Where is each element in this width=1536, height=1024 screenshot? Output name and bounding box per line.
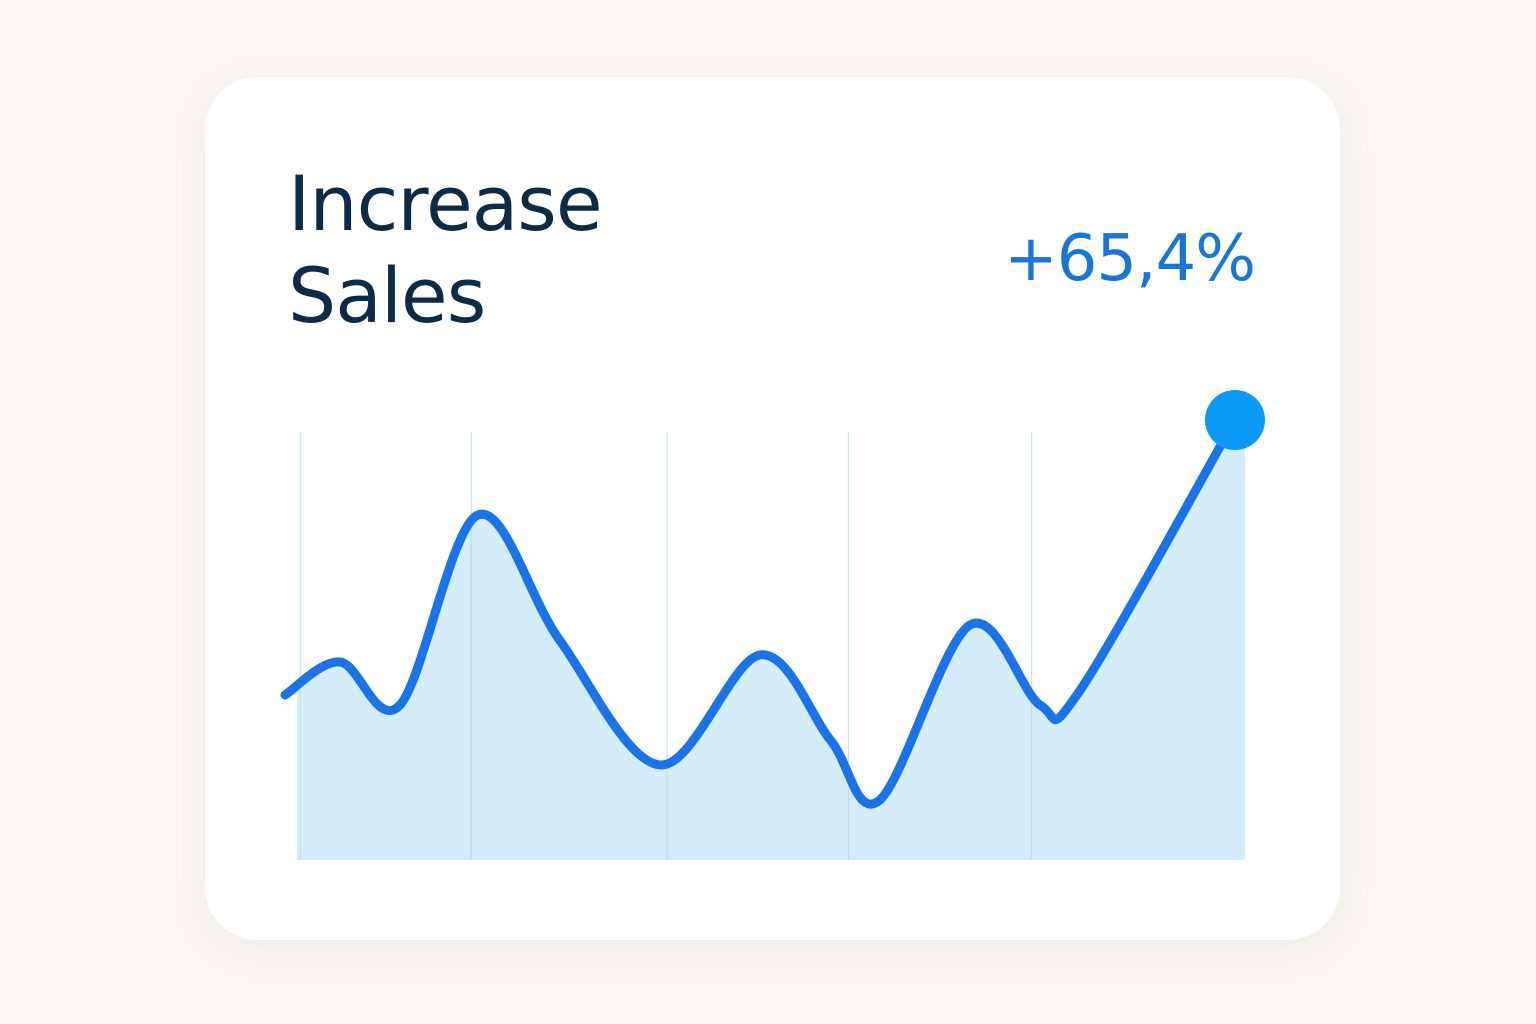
area-fill: [285, 420, 1245, 860]
annotation: +65,4%: [1004, 222, 1256, 296]
chart-title: Increase Sales: [288, 159, 603, 340]
end-marker: [1205, 390, 1265, 450]
line: [280, 415, 1240, 809]
